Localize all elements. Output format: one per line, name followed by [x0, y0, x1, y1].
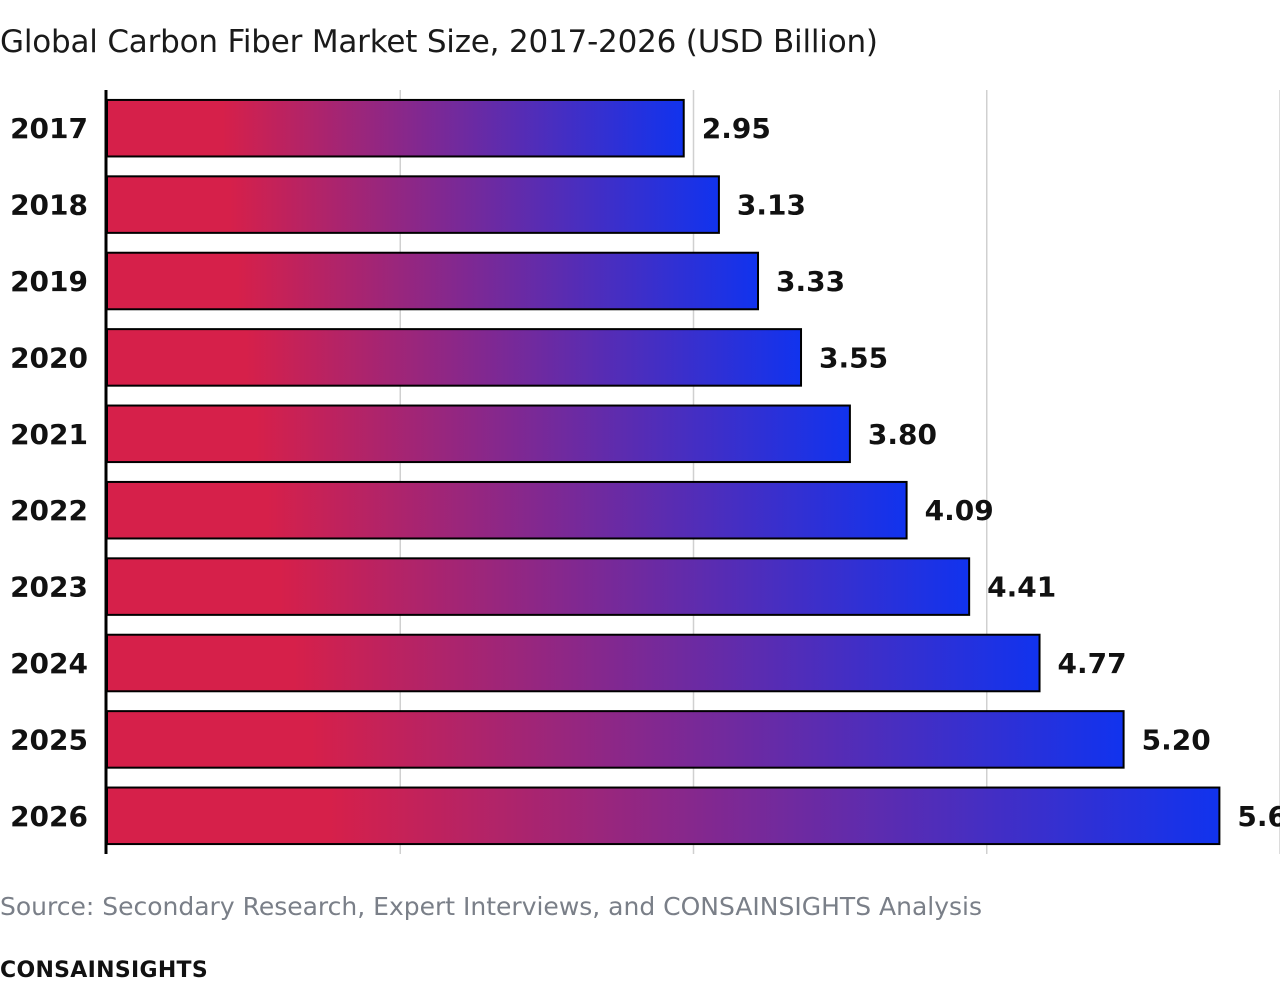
bar-2024	[106, 633, 1041, 693]
value-label-2017: 2.95	[702, 112, 771, 145]
category-label-2022: 2022	[10, 494, 88, 527]
value-label-2022: 4.09	[925, 494, 994, 527]
category-label-2017: 2017	[10, 112, 88, 145]
value-label-2021: 3.80	[868, 418, 937, 451]
source-note: Source: Secondary Research, Expert Inter…	[0, 892, 983, 921]
value-label-2024: 4.77	[1058, 647, 1127, 680]
value-label-2018: 3.13	[737, 189, 806, 222]
labels-group: 2017 2.95 2018 3.13 2019 3.33 2020 3.55 2021 3.80…	[10, 112, 1280, 833]
category-label-2025: 2025	[10, 723, 88, 756]
bar-2018	[106, 175, 720, 234]
bar-2025	[106, 710, 1125, 769]
category-label-2018: 2018	[10, 189, 88, 222]
bar-2019	[106, 251, 760, 311]
bar-2022	[106, 480, 908, 540]
value-label-2026: 5.69	[1237, 800, 1280, 833]
category-label-2020: 2020	[10, 341, 88, 374]
category-label-2019: 2019	[10, 265, 88, 298]
bar-2017	[106, 98, 685, 158]
bar-chart: 2017 2.95 2018 3.13 2019 3.33 2020 3.55 2021 3.80…	[10, 90, 1280, 854]
category-label-2021: 2021	[10, 418, 88, 451]
bar-2026	[106, 786, 1221, 846]
bar-2021	[106, 404, 851, 464]
category-label-2024: 2024	[10, 647, 88, 680]
bar-2020	[106, 328, 803, 387]
chart-title: Global Carbon Fiber Market Size, 2017-20…	[0, 24, 878, 60]
bars-group	[106, 98, 1221, 846]
value-label-2020: 3.55	[819, 341, 888, 374]
bar-2023	[106, 557, 971, 616]
brand-logo-text: CONSAINSIGHTS	[0, 958, 208, 983]
value-label-2019: 3.33	[776, 265, 845, 298]
value-label-2023: 4.41	[987, 571, 1056, 604]
category-label-2026: 2026	[10, 800, 88, 833]
value-label-2025: 5.20	[1142, 723, 1211, 756]
category-label-2023: 2023	[10, 571, 88, 604]
